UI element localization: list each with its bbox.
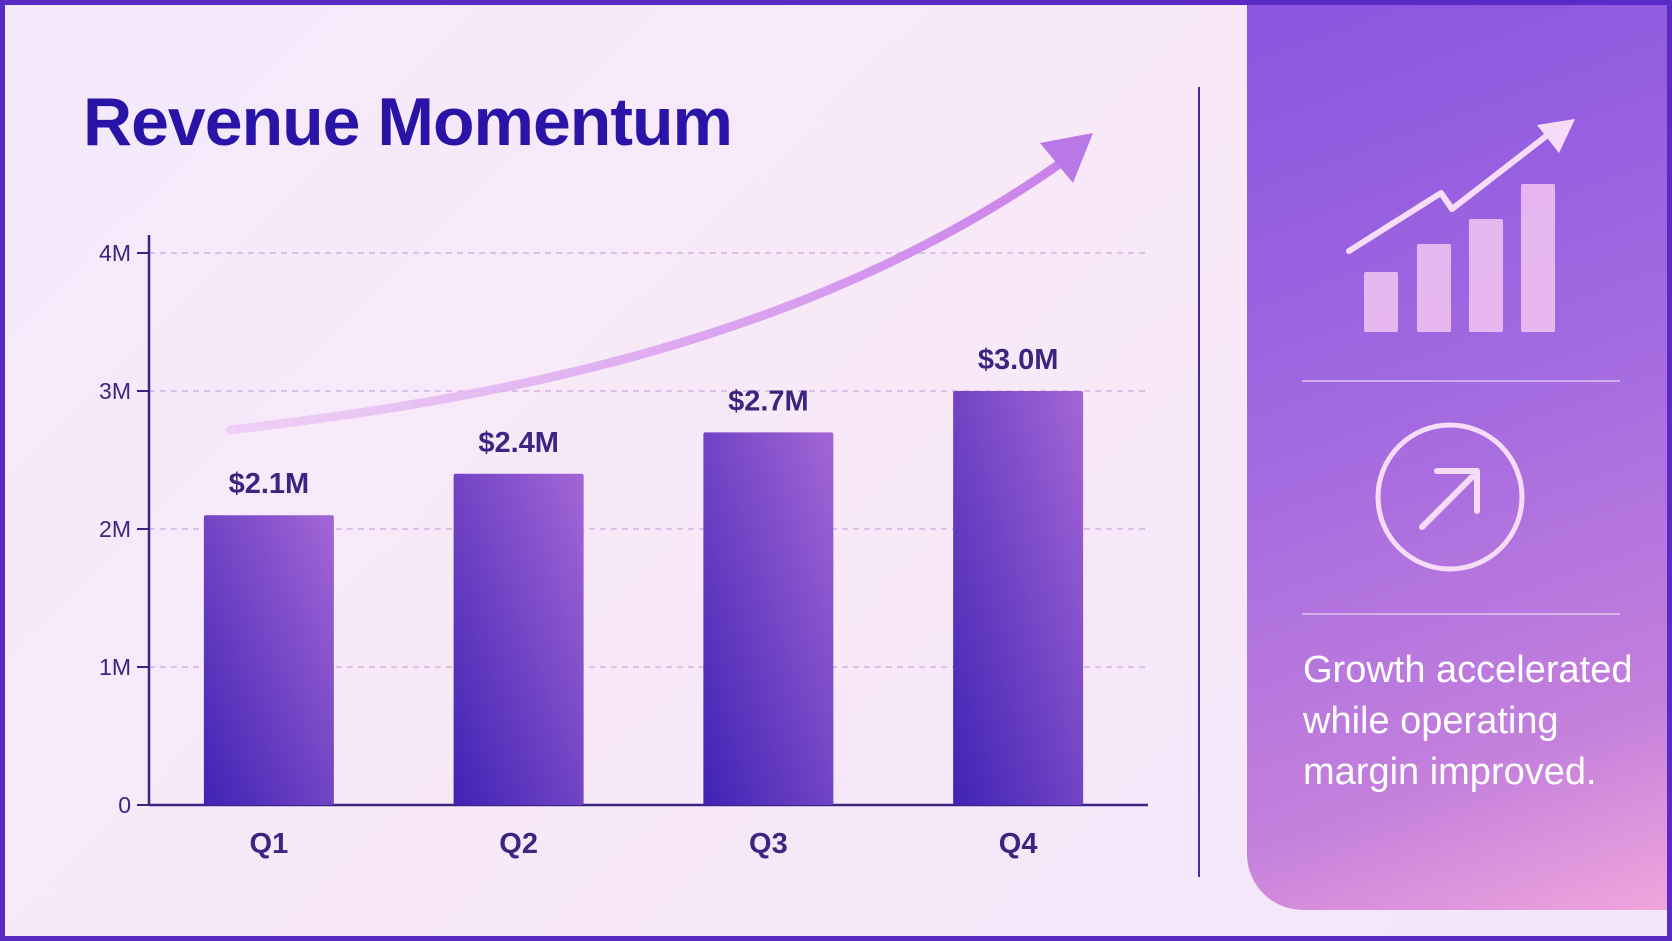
bar	[203, 515, 334, 805]
bar-chart-growth-icon	[1346, 119, 1575, 332]
bar	[453, 473, 584, 805]
trend-arrow-head	[1040, 133, 1093, 183]
x-tick-label: Q3	[749, 828, 788, 860]
arrow-circle-up-right-icon	[1375, 422, 1525, 572]
data-label: $2.1M	[229, 468, 310, 500]
x-tick-label: Q1	[250, 828, 289, 860]
bar	[703, 432, 834, 805]
data-label: $2.4M	[478, 427, 559, 459]
y-tick-label: 1M	[99, 654, 131, 680]
page-title: Revenue Momentum	[83, 84, 733, 160]
y-tick-label: 2M	[99, 516, 131, 542]
x-tick-label: Q4	[999, 828, 1038, 860]
bar	[953, 391, 1084, 805]
vertical-divider	[1198, 87, 1200, 877]
panel-separator	[1302, 613, 1620, 615]
side-panel: Growth accelerated while operating margi…	[1247, 5, 1667, 910]
y-tick-label: 4M	[99, 240, 131, 266]
revenue-bar-chart: 0 1M 2M 3M 4M $2.1M Q1 $2.4M Q2 $2.7M Q3 $3.0M Q4	[99, 133, 1148, 860]
y-tick-label: 0	[118, 792, 131, 818]
trend-arrow-line	[225, 155, 1070, 435]
data-label: $2.7M	[728, 385, 809, 417]
panel-separator	[1302, 380, 1620, 382]
data-label: $3.0M	[978, 344, 1059, 376]
y-tick-label: 3M	[99, 378, 131, 404]
side-note: Growth accelerated while operating margi…	[1303, 649, 1633, 793]
x-tick-label: Q2	[499, 828, 538, 860]
